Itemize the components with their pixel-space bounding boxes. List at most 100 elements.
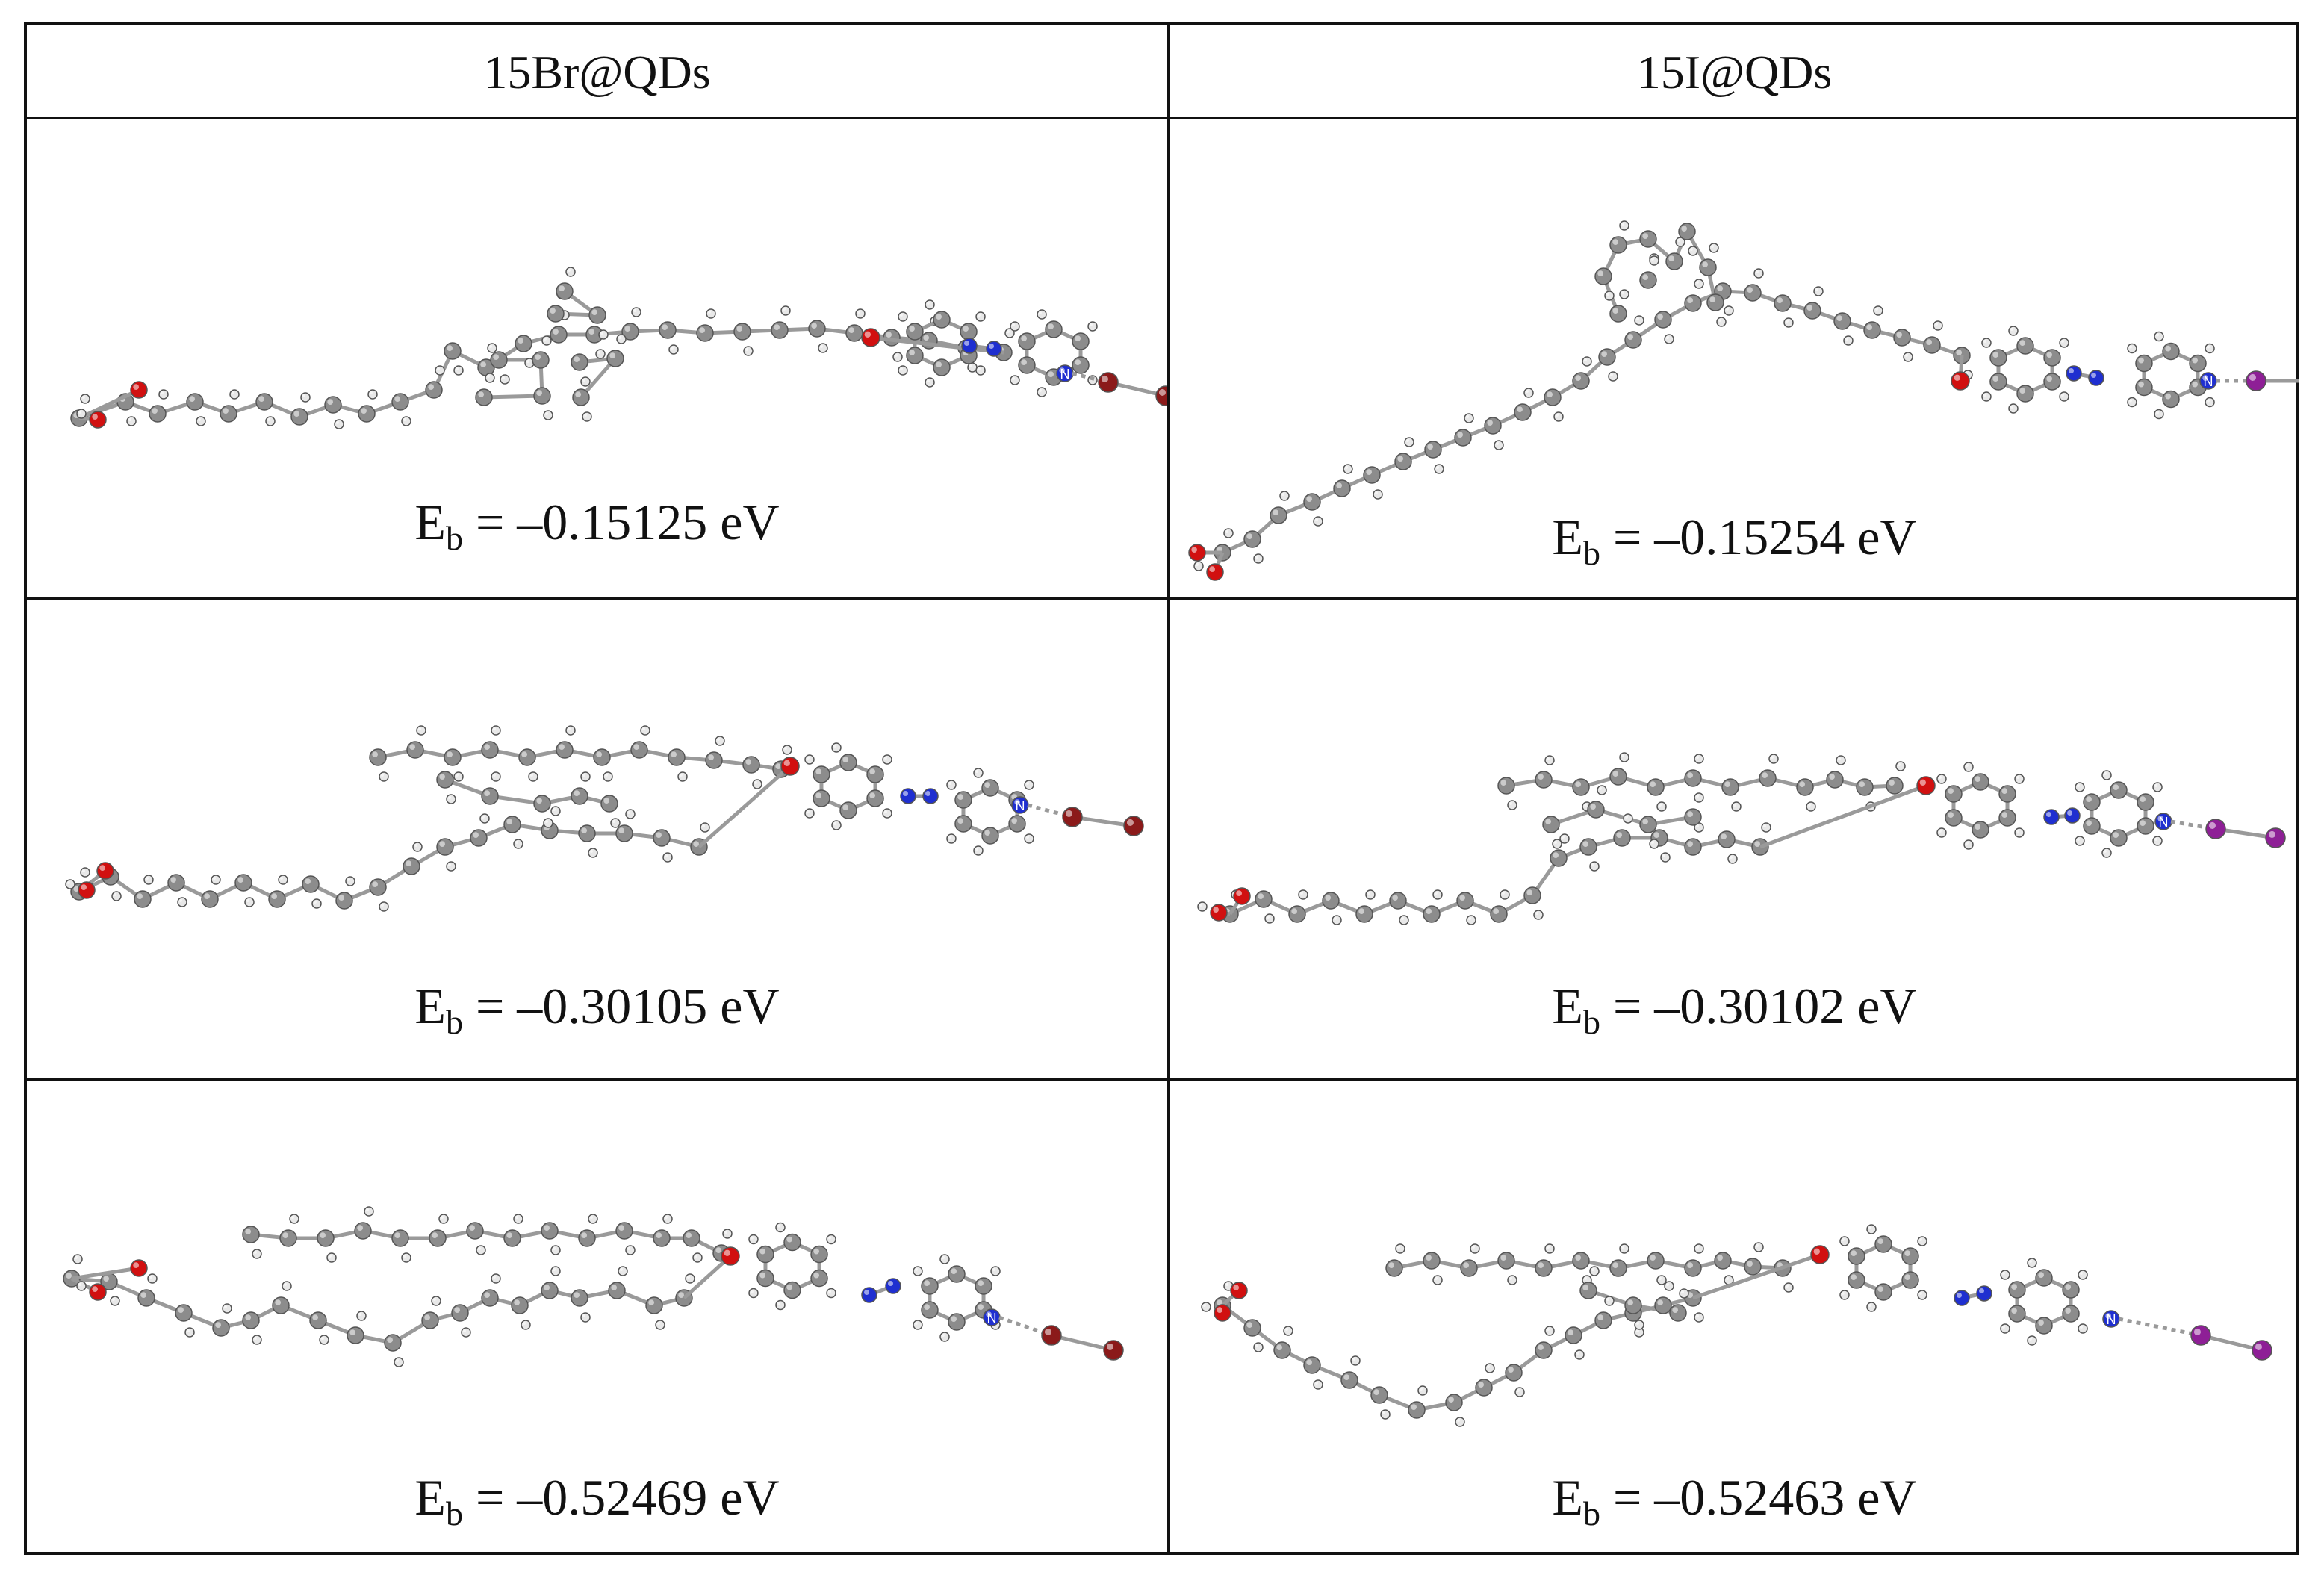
- carbon-atom: [1535, 1259, 1553, 1277]
- carbon-atom: [391, 1229, 409, 1247]
- hydrogen-atom: [722, 1229, 733, 1239]
- hydrogen-atom: [1523, 388, 1534, 398]
- carbon-atom: [866, 765, 884, 783]
- carbon-atom: [335, 892, 353, 910]
- hydrogen-atom: [453, 771, 464, 782]
- hydrogen-atom: [1404, 437, 1414, 447]
- carbon-atom: [167, 874, 185, 892]
- hydrogen-atom: [973, 768, 984, 778]
- hydrogen-atom: [1664, 1281, 1674, 1291]
- carbon-atom: [608, 1282, 626, 1299]
- hydrogen-atom: [1279, 491, 1290, 501]
- hydrogen-atom: [487, 343, 497, 353]
- carbon-atom: [1863, 321, 1881, 339]
- hydrogen-atom: [76, 1281, 87, 1291]
- bond: [697, 765, 792, 848]
- hydrogen-atom: [668, 344, 679, 355]
- carbon-atom: [532, 351, 550, 369]
- hydrogen-atom: [2205, 343, 2215, 354]
- hydrogen-atom: [1806, 801, 1816, 812]
- hydrogen-atom: [1783, 1282, 1794, 1293]
- carbon-atom: [1385, 1259, 1403, 1277]
- structure-br-row1: N Eb = –0.15125 eV: [27, 119, 1167, 597]
- carbon-atom: [347, 1326, 364, 1344]
- carbon-atom: [324, 396, 342, 414]
- hydrogen-atom: [65, 879, 75, 889]
- carbon-atom: [733, 323, 751, 341]
- hydrogen-atom: [748, 1234, 759, 1245]
- hydrogen-atom: [1037, 309, 1047, 320]
- hydrogen-atom: [126, 416, 137, 426]
- hydrogen-atom: [1813, 286, 1824, 296]
- hydrogen-atom: [1634, 315, 1644, 326]
- hydrogen-atom: [1470, 1243, 1480, 1254]
- carbon-atom: [2043, 349, 2061, 367]
- hydrogen-atom: [401, 416, 411, 426]
- hydrogen-atom: [967, 362, 978, 373]
- carbon-atom: [1389, 892, 1407, 910]
- hydrogen-atom: [367, 389, 378, 400]
- hydrogen-atom: [1399, 915, 1409, 925]
- hydrogen-atom: [775, 1222, 786, 1233]
- hydrogen-atom: [882, 754, 892, 765]
- structure-br-row3: N Eb = –0.52469 eV: [27, 1081, 1167, 1559]
- carbon-atom: [2110, 781, 2128, 799]
- carbon-atom: [451, 1304, 469, 1322]
- hydrogen-atom: [2059, 338, 2069, 348]
- oxygen-atom: [1214, 1304, 1231, 1322]
- carbon-atom: [515, 335, 532, 352]
- structure-br-row2: N Eb = –0.30105 eV: [27, 600, 1167, 1078]
- carbon-atom: [933, 358, 951, 376]
- nitrogen-atom: [1976, 1285, 1992, 1302]
- hydrogen-atom: [1753, 1242, 1764, 1252]
- hydrogen-atom: [1597, 785, 1607, 795]
- hydrogen-atom: [565, 725, 576, 736]
- hydrogen-atom: [491, 725, 501, 736]
- carbon-atom: [1598, 348, 1616, 366]
- hydrogen-atom: [990, 1266, 1001, 1276]
- carbon-atom: [1624, 331, 1642, 349]
- hydrogen-atom: [72, 1254, 83, 1264]
- hydrogen-atom: [892, 352, 903, 362]
- hydrogen-atom: [334, 419, 344, 429]
- carbon-atom: [1684, 1259, 1702, 1277]
- carbon-atom: [2008, 1305, 2026, 1323]
- hydrogen-atom: [1709, 243, 1719, 253]
- carbon-atom: [705, 751, 723, 769]
- carbon-atom: [1535, 771, 1553, 789]
- bond: [489, 794, 543, 806]
- hydrogen-atom: [882, 808, 892, 819]
- hydrogen-atom: [2027, 1258, 2037, 1268]
- carbon-atom: [1647, 1252, 1665, 1270]
- hydrogen-atom: [196, 416, 206, 426]
- hydrogen-atom: [1395, 1243, 1405, 1254]
- carbon-atom: [556, 741, 574, 759]
- hydrogen-atom: [855, 308, 866, 319]
- hydrogen-atom: [1037, 387, 1047, 397]
- hydrogen-atom: [1514, 1387, 1525, 1397]
- carbon-atom: [1848, 1247, 1865, 1265]
- hydrogen-atom: [1917, 1236, 1927, 1246]
- bond: [2200, 1333, 2263, 1352]
- bond: [71, 1266, 140, 1281]
- nitrogen-atom-label: N: [2159, 815, 2169, 830]
- carbon-atom: [845, 324, 863, 342]
- carbon-atom: [578, 824, 596, 842]
- hydrogen-atom: [550, 1245, 561, 1255]
- carbon-atom: [309, 1311, 327, 1329]
- carbon-atom: [593, 748, 611, 766]
- oxygen-atom: [780, 757, 800, 776]
- oxygen-atom: [1916, 776, 1936, 795]
- hydrogen-atom: [289, 1214, 299, 1224]
- hydrogen-atom: [1866, 1224, 1877, 1234]
- hydrogen-atom: [1343, 464, 1353, 474]
- hydrogen-atom: [1619, 752, 1629, 762]
- oxygen-atom: [89, 1283, 107, 1301]
- carbon-atom: [481, 741, 499, 759]
- carbon-atom: [1072, 332, 1090, 350]
- header-divider: [27, 117, 2296, 119]
- hydrogen-atom: [1619, 220, 1629, 231]
- carbon-atom: [906, 323, 924, 341]
- carbon-atom: [1609, 305, 1627, 323]
- nitrogen-atom: [1954, 1290, 1970, 1306]
